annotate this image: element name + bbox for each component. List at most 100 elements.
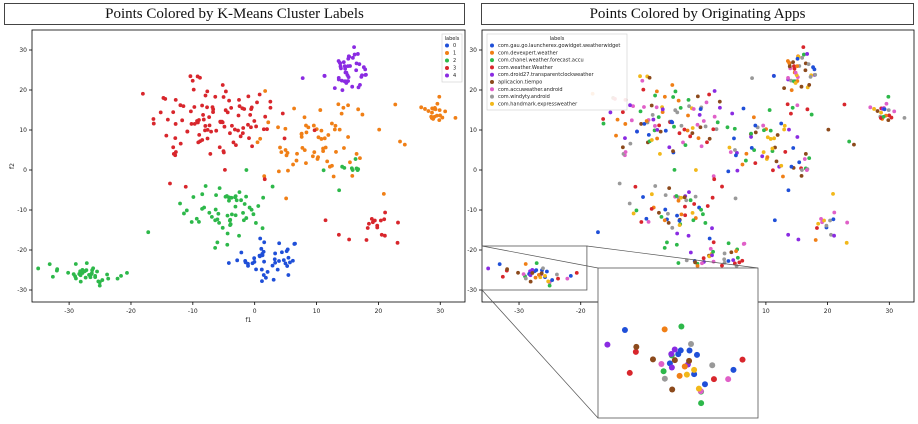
data-point [775,133,780,137]
data-point [97,283,102,288]
data-point [344,70,349,75]
data-point [236,128,240,133]
data-point [288,260,292,265]
data-point [647,75,652,80]
data-point [644,119,649,123]
data-point [653,184,658,188]
data-point [701,119,706,123]
data-point [806,62,811,67]
data-point [684,198,689,203]
data-point [151,117,156,121]
data-point [87,273,91,277]
data-point [807,156,812,161]
data-point [812,67,817,72]
data-point [233,213,238,218]
data-point [299,131,304,136]
data-point [795,64,800,69]
data-point [78,279,83,284]
data-point [730,111,735,116]
data-point [71,272,76,277]
data-point [815,226,819,230]
data-point [225,231,230,236]
data-point [330,163,334,168]
legend-marker [490,50,494,55]
data-point [173,97,178,102]
data-point [344,81,349,85]
data-point [230,212,234,217]
data-point [574,270,579,275]
data-point [263,89,268,93]
data-point [228,131,232,136]
right-ytick-label: -30 [467,287,477,294]
data-point [623,122,628,126]
data-point [261,127,266,132]
data-point [203,93,208,98]
data-point [325,159,330,164]
zoom-point [668,364,675,371]
legend-marker [490,80,494,84]
legend-marker [445,73,449,78]
data-point [354,68,359,73]
zoom-point [633,343,640,350]
data-point [646,219,651,224]
zoom-point [686,347,693,354]
data-point [224,194,229,198]
zoom-point [710,376,717,383]
data-point [346,56,351,61]
data-point [183,184,188,189]
data-point [693,216,698,220]
data-point [617,181,622,186]
data-point [697,113,702,117]
data-point [872,107,876,111]
data-point [241,210,245,215]
data-point [234,143,238,148]
data-point [656,115,661,120]
data-point [710,253,714,258]
data-point [437,94,442,99]
data-point [791,60,795,65]
data-point [437,108,442,112]
data-point [779,163,784,168]
data-point [795,135,800,139]
data-point [694,168,698,172]
left-xtick-label: -30 [64,308,74,315]
data-point [357,62,362,67]
zoom-point [725,376,732,383]
zoom-box [597,267,759,419]
data-point [658,152,662,156]
data-point [223,168,227,172]
data-point [223,89,228,94]
data-point [667,186,672,190]
zoom-point [668,351,675,358]
data-point [290,258,295,263]
data-point [543,273,547,278]
data-point [644,216,649,221]
data-point [726,259,731,263]
data-point [681,140,685,145]
data-point [277,259,281,263]
data-point [753,161,758,166]
data-point [205,136,210,141]
data-point [601,121,606,126]
data-point [257,92,262,97]
data-point [708,246,713,251]
data-point [631,211,636,216]
data-point [686,98,691,102]
data-point [173,150,178,154]
data-point [73,262,78,266]
data-point [231,140,236,145]
data-point [277,241,282,246]
legend-title: labels [550,36,565,42]
data-point [352,52,357,57]
data-point [782,86,787,91]
data-point [242,107,247,111]
right-xtick-label: -20 [576,308,586,315]
data-point [528,279,533,284]
data-point [91,266,96,271]
data-point [213,94,218,99]
data-point [660,110,665,114]
data-point [750,76,754,81]
data-point [316,155,320,160]
data-point [363,67,368,72]
data-point [83,275,88,280]
